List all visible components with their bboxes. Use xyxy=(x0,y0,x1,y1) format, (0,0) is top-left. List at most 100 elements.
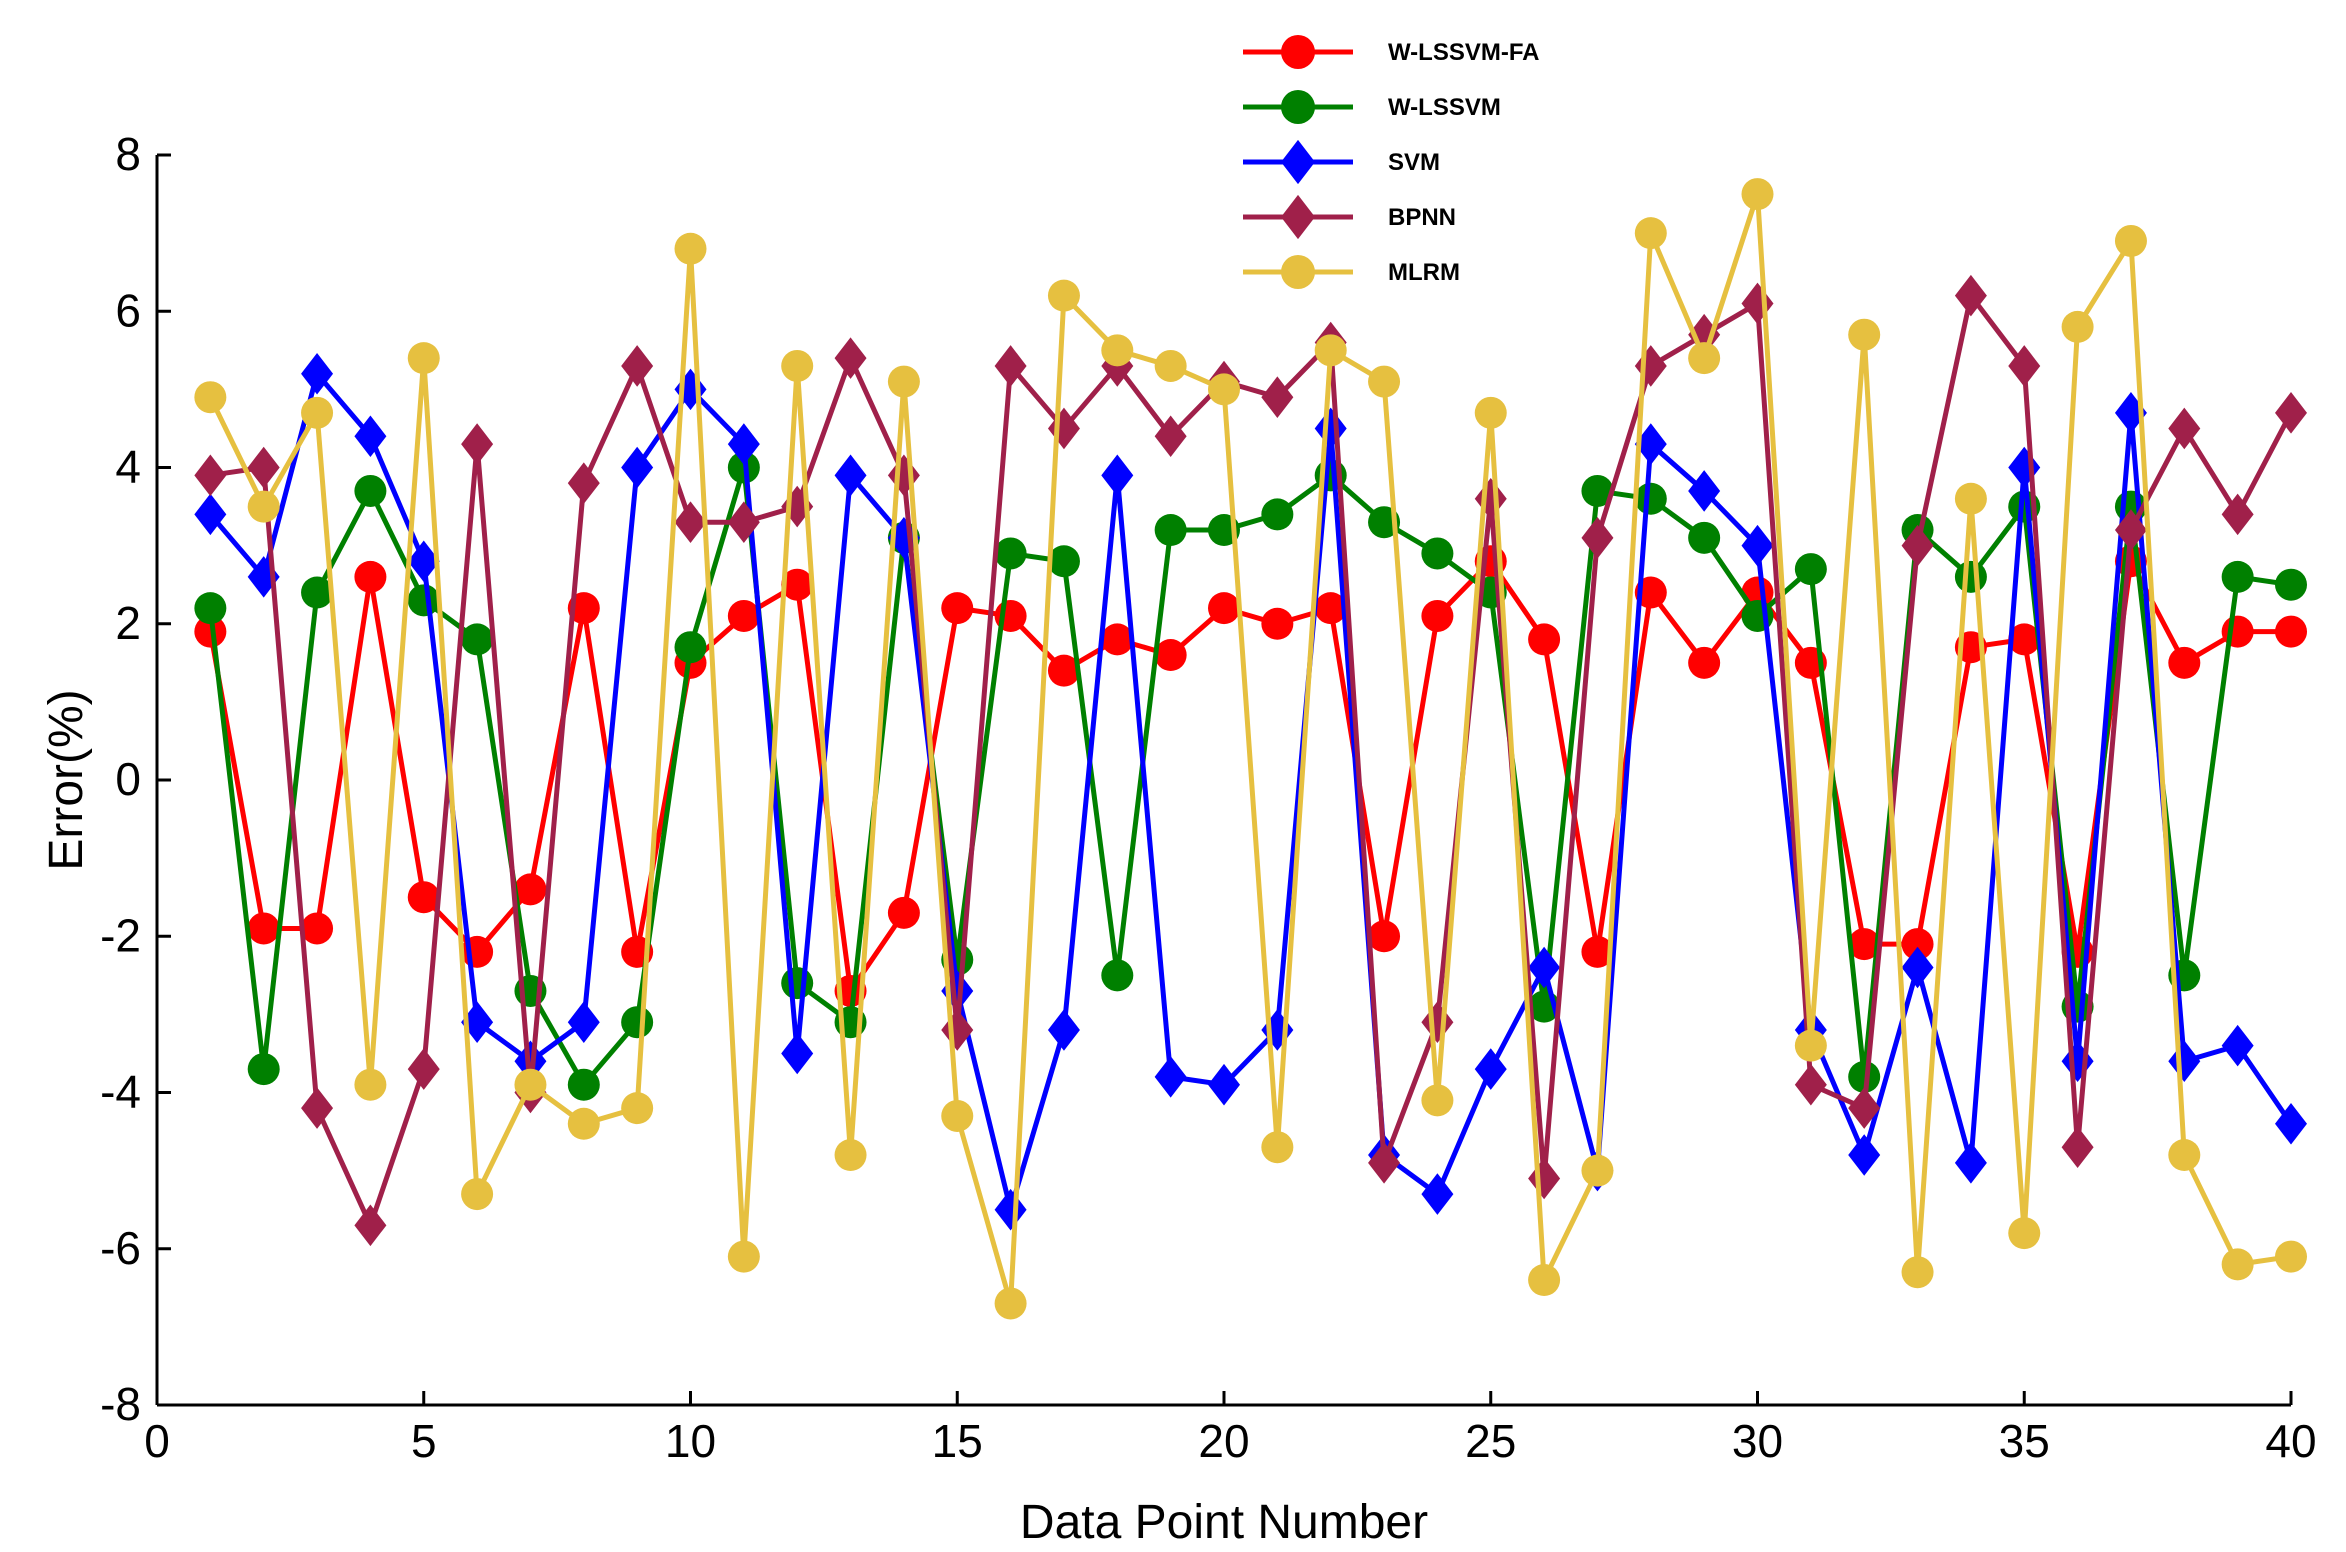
legend-entry-mlrm: MLRM xyxy=(1243,255,1460,289)
data-point-mlrm xyxy=(674,232,707,265)
x-tick-label: 5 xyxy=(411,1415,437,1467)
legend-label: BPNN xyxy=(1388,204,1456,231)
data-point-w-lssvm-fa xyxy=(1314,592,1347,625)
data-point-mlrm xyxy=(727,1240,760,1273)
data-point-w-lssvm xyxy=(2275,568,2307,601)
data-point-mlrm xyxy=(621,1092,654,1125)
data-point-w-lssvm xyxy=(194,592,227,625)
data-point-w-lssvm xyxy=(354,474,387,507)
data-point-bpnn xyxy=(1848,1087,1881,1129)
data-point-w-lssvm xyxy=(407,584,440,617)
data-point-mlrm xyxy=(1368,365,1401,398)
series-line-bpnn xyxy=(209,293,2294,1228)
data-point-bpnn xyxy=(1474,477,1507,520)
data-point-w-lssvm xyxy=(781,967,814,1000)
data-point-w-lssvm-fa xyxy=(781,568,814,601)
legend-entry-w-lssvm-fa: W-LSSVM-FA xyxy=(1243,35,1540,69)
data-point-w-lssvm-fa xyxy=(354,560,387,593)
data-point-w-lssvm-fa xyxy=(941,592,974,625)
data-point-mlrm xyxy=(2061,310,2094,343)
data-point-mlrm xyxy=(1421,1084,1454,1117)
data-point-svm xyxy=(1688,470,1721,512)
data-point-svm xyxy=(994,1188,1027,1231)
legend-marker xyxy=(1281,139,1315,185)
data-point-mlrm xyxy=(781,349,814,382)
data-point-bpnn xyxy=(1421,1001,1454,1043)
data-point-svm xyxy=(1047,1009,1080,1051)
data-point-mlrm xyxy=(887,365,920,398)
data-point-svm xyxy=(1314,407,1347,450)
legend-marker xyxy=(1281,194,1315,240)
data-point-mlrm xyxy=(1794,1029,1827,1062)
data-point-w-lssvm-fa xyxy=(887,896,920,929)
data-point-bpnn xyxy=(834,337,867,379)
data-point-mlrm xyxy=(1954,482,1987,515)
series-w-lssvm-fa xyxy=(194,545,2307,1007)
y-tick-label: 2 xyxy=(115,597,141,649)
data-point-mlrm xyxy=(1528,1264,1561,1296)
series-line-w-lssvm xyxy=(207,465,2292,1088)
data-point-bpnn xyxy=(247,446,280,489)
data-point-w-lssvm xyxy=(1634,482,1667,515)
data-point-svm xyxy=(1101,454,1134,497)
data-point-w-lssvm-fa xyxy=(1154,639,1187,671)
legend-label: W-LSSVM xyxy=(1388,94,1501,121)
data-point-w-lssvm xyxy=(1421,537,1454,570)
data-point-svm xyxy=(2275,1102,2307,1145)
data-point-mlrm xyxy=(301,396,334,429)
x-tick-label: 20 xyxy=(1198,1415,1249,1467)
data-point-mlrm xyxy=(1634,217,1667,250)
data-point-w-lssvm xyxy=(1101,959,1134,992)
axes xyxy=(155,155,2291,1407)
data-point-svm xyxy=(567,1001,600,1043)
x-tick-label: 25 xyxy=(1465,1415,1516,1467)
data-point-svm xyxy=(1208,1063,1240,1106)
data-point-w-lssvm xyxy=(1954,560,1987,593)
data-point-mlrm xyxy=(1688,342,1721,375)
data-point-w-lssvm-fa xyxy=(1208,592,1240,625)
data-point-mlrm xyxy=(514,1068,547,1101)
data-point-mlrm xyxy=(407,342,440,375)
series-line-w-lssvm-fa xyxy=(207,558,2291,994)
y-tick-label: 4 xyxy=(115,441,141,493)
data-point-w-lssvm xyxy=(461,623,494,656)
data-point-w-lssvm xyxy=(1047,545,1080,578)
data-point-svm xyxy=(1528,946,1561,989)
data-point-bpnn xyxy=(1901,524,1934,567)
legend-marker xyxy=(1281,255,1315,289)
data-point-mlrm xyxy=(461,1178,494,1211)
data-point-bpnn xyxy=(1794,1063,1827,1106)
data-point-bpnn xyxy=(621,345,654,387)
data-point-bpnn xyxy=(2221,493,2254,536)
data-point-w-lssvm xyxy=(1688,521,1721,554)
data-point-bpnn xyxy=(2114,509,2147,551)
data-point-mlrm xyxy=(1101,334,1134,367)
data-point-w-lssvm xyxy=(1581,474,1614,507)
y-tick-label: -6 xyxy=(100,1222,141,1274)
legend-label: SVM xyxy=(1388,149,1440,176)
data-point-bpnn xyxy=(1741,282,1774,325)
data-point-svm xyxy=(407,540,440,583)
data-point-mlrm xyxy=(1047,279,1080,312)
y-tick-label: -4 xyxy=(100,1066,141,1118)
data-point-mlrm xyxy=(2168,1139,2201,1171)
data-point-w-lssvm-fa xyxy=(1101,623,1134,656)
data-point-w-lssvm-fa xyxy=(1368,920,1401,953)
series-line-svm xyxy=(208,371,2294,1213)
legend-marker xyxy=(1281,35,1315,69)
data-point-w-lssvm-fa xyxy=(301,912,334,945)
data-point-mlrm xyxy=(994,1287,1027,1320)
data-point-w-lssvm-fa xyxy=(2275,615,2307,648)
data-point-svm xyxy=(2168,1040,2201,1083)
data-point-w-lssvm-fa xyxy=(194,615,227,648)
data-point-mlrm xyxy=(247,490,280,523)
data-point-svm xyxy=(781,1032,814,1075)
data-point-mlrm xyxy=(194,381,227,414)
series-lines xyxy=(194,178,2307,1320)
data-point-mlrm xyxy=(1154,349,1187,382)
data-point-svm xyxy=(727,423,760,465)
y-tick-label: -8 xyxy=(100,1378,141,1430)
legend-label: W-LSSVM-FA xyxy=(1388,39,1540,66)
x-axis-label: Data Point Number xyxy=(1020,1496,1428,1549)
